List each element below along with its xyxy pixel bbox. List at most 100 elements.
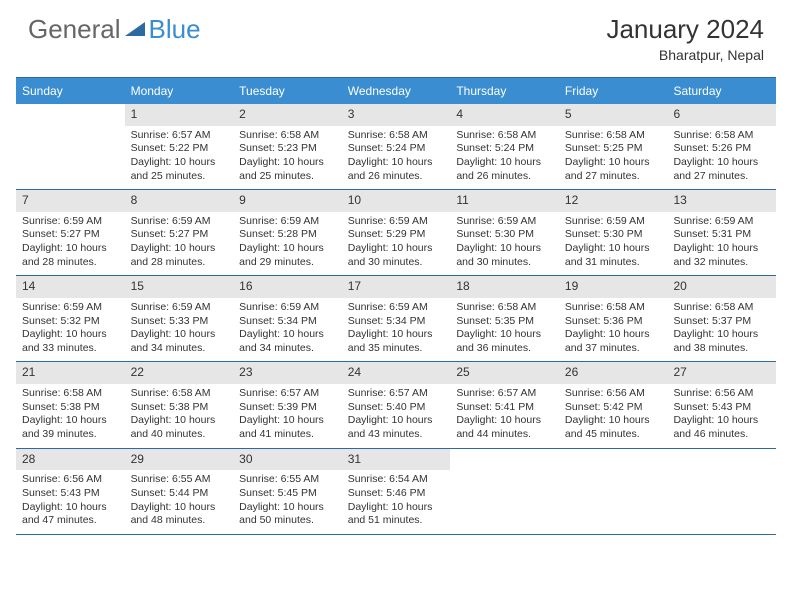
- sunrise-line: Sunrise: 6:58 AM: [673, 301, 770, 315]
- day-cell: 3Sunrise: 6:58 AMSunset: 5:24 PMDaylight…: [342, 104, 451, 189]
- sunset-line: Sunset: 5:25 PM: [565, 142, 662, 156]
- day-number: 8: [125, 190, 234, 212]
- sunset-line: Sunset: 5:34 PM: [348, 315, 445, 329]
- sunset-line: Sunset: 5:33 PM: [131, 315, 228, 329]
- sunrise-line: Sunrise: 6:59 AM: [22, 301, 119, 315]
- day-number: 22: [125, 362, 234, 384]
- sunrise-line: Sunrise: 6:56 AM: [673, 387, 770, 401]
- daylight-line: Daylight: 10 hours and 43 minutes.: [348, 414, 445, 441]
- day-number: 6: [667, 104, 776, 126]
- day-cell: 7Sunrise: 6:59 AMSunset: 5:27 PMDaylight…: [16, 190, 125, 275]
- day-number: 2: [233, 104, 342, 126]
- day-header-row: Sunday Monday Tuesday Wednesday Thursday…: [16, 78, 776, 104]
- daylight-line: Daylight: 10 hours and 50 minutes.: [239, 501, 336, 528]
- day-cell: 5Sunrise: 6:58 AMSunset: 5:25 PMDaylight…: [559, 104, 668, 189]
- day-number: 15: [125, 276, 234, 298]
- day-number: 17: [342, 276, 451, 298]
- daylight-line: Daylight: 10 hours and 41 minutes.: [239, 414, 336, 441]
- daylight-line: Daylight: 10 hours and 26 minutes.: [456, 156, 553, 183]
- sunset-line: Sunset: 5:34 PM: [239, 315, 336, 329]
- day-number: 19: [559, 276, 668, 298]
- daylight-line: Daylight: 10 hours and 47 minutes.: [22, 501, 119, 528]
- sunrise-line: Sunrise: 6:58 AM: [22, 387, 119, 401]
- day-number: 18: [450, 276, 559, 298]
- sunset-line: Sunset: 5:39 PM: [239, 401, 336, 415]
- location: Bharatpur, Nepal: [606, 47, 764, 63]
- sunset-line: Sunset: 5:43 PM: [673, 401, 770, 415]
- daylight-line: Daylight: 10 hours and 25 minutes.: [239, 156, 336, 183]
- daylight-line: Daylight: 10 hours and 39 minutes.: [22, 414, 119, 441]
- sunset-line: Sunset: 5:23 PM: [239, 142, 336, 156]
- daylight-line: Daylight: 10 hours and 30 minutes.: [456, 242, 553, 269]
- daylight-line: Daylight: 10 hours and 34 minutes.: [131, 328, 228, 355]
- day-number: 1: [125, 104, 234, 126]
- day-cell: 31Sunrise: 6:54 AMSunset: 5:46 PMDayligh…: [342, 449, 451, 534]
- day-number: 13: [667, 190, 776, 212]
- logo-text-right: Blue: [149, 14, 201, 45]
- sunrise-line: Sunrise: 6:59 AM: [348, 215, 445, 229]
- sunrise-line: Sunrise: 6:59 AM: [239, 215, 336, 229]
- sunset-line: Sunset: 5:42 PM: [565, 401, 662, 415]
- day-cell: 28Sunrise: 6:56 AMSunset: 5:43 PMDayligh…: [16, 449, 125, 534]
- daylight-line: Daylight: 10 hours and 36 minutes.: [456, 328, 553, 355]
- day-cell: 25Sunrise: 6:57 AMSunset: 5:41 PMDayligh…: [450, 362, 559, 447]
- day-cell: 18Sunrise: 6:58 AMSunset: 5:35 PMDayligh…: [450, 276, 559, 361]
- sunrise-line: Sunrise: 6:59 AM: [239, 301, 336, 315]
- day-cell: 30Sunrise: 6:55 AMSunset: 5:45 PMDayligh…: [233, 449, 342, 534]
- sunset-line: Sunset: 5:38 PM: [131, 401, 228, 415]
- sunset-line: Sunset: 5:35 PM: [456, 315, 553, 329]
- day-cell: 14 Sunrise: 6:59 AMSunset: 5:32 PMDayligh…: [16, 276, 125, 361]
- sunrise-line: Sunrise: 6:58 AM: [456, 129, 553, 143]
- day-cell: 21Sunrise: 6:58 AMSunset: 5:38 PMDayligh…: [16, 362, 125, 447]
- day-number: 24: [342, 362, 451, 384]
- day-header: Saturday: [667, 78, 776, 104]
- day-number: 26: [559, 362, 668, 384]
- sunrise-line: Sunrise: 6:58 AM: [565, 129, 662, 143]
- day-number: 14: [16, 276, 125, 298]
- sunrise-line: Sunrise: 6:58 AM: [131, 387, 228, 401]
- empty-cell: 0: [667, 449, 776, 534]
- day-cell: 9Sunrise: 6:59 AMSunset: 5:28 PMDaylight…: [233, 190, 342, 275]
- day-number: 29: [125, 449, 234, 471]
- day-number: 20: [667, 276, 776, 298]
- day-cell: 11Sunrise: 6:59 AMSunset: 5:30 PMDayligh…: [450, 190, 559, 275]
- daylight-line: Daylight: 10 hours and 46 minutes.: [673, 414, 770, 441]
- sunset-line: Sunset: 5:22 PM: [131, 142, 228, 156]
- sunset-line: Sunset: 5:32 PM: [22, 315, 119, 329]
- sunset-line: Sunset: 5:37 PM: [673, 315, 770, 329]
- page-title: January 2024: [606, 14, 764, 45]
- sunrise-line: Sunrise: 6:59 AM: [131, 215, 228, 229]
- empty-cell: 0: [450, 449, 559, 534]
- daylight-line: Daylight: 10 hours and 44 minutes.: [456, 414, 553, 441]
- day-cell: 19Sunrise: 6:58 AMSunset: 5:36 PMDayligh…: [559, 276, 668, 361]
- day-number: 3: [342, 104, 451, 126]
- sunset-line: Sunset: 5:36 PM: [565, 315, 662, 329]
- day-number: 28: [16, 449, 125, 471]
- day-number: 9: [233, 190, 342, 212]
- day-cell: 4Sunrise: 6:58 AMSunset: 5:24 PMDaylight…: [450, 104, 559, 189]
- week-row: 14Sunrise: 6:59 AMSunset: 5:32 PMDayligh…: [16, 276, 776, 362]
- day-cell: 23Sunrise: 6:57 AMSunset: 5:39 PMDayligh…: [233, 362, 342, 447]
- sunset-line: Sunset: 5:27 PM: [131, 228, 228, 242]
- sunset-line: Sunset: 5:41 PM: [456, 401, 553, 415]
- daylight-line: Daylight: 10 hours and 34 minutes.: [239, 328, 336, 355]
- sunset-line: Sunset: 5:38 PM: [22, 401, 119, 415]
- daylight-line: Daylight: 10 hours and 51 minutes.: [348, 501, 445, 528]
- daylight-line: Daylight: 10 hours and 33 minutes.: [22, 328, 119, 355]
- week-row: 01Sunrise: 6:57 AMSunset: 5:22 PMDayligh…: [16, 104, 776, 190]
- daylight-line: Daylight: 10 hours and 48 minutes.: [131, 501, 228, 528]
- day-number: 7: [16, 190, 125, 212]
- day-cell: 29Sunrise: 6:55 AMSunset: 5:44 PMDayligh…: [125, 449, 234, 534]
- sunset-line: Sunset: 5:26 PM: [673, 142, 770, 156]
- day-cell: 1Sunrise: 6:57 AMSunset: 5:22 PMDaylight…: [125, 104, 234, 189]
- sunrise-line: Sunrise: 6:54 AM: [348, 473, 445, 487]
- day-cell: 24Sunrise: 6:57 AMSunset: 5:40 PMDayligh…: [342, 362, 451, 447]
- day-cell: 22Sunrise: 6:58 AMSunset: 5:38 PMDayligh…: [125, 362, 234, 447]
- empty-cell: 0: [559, 449, 668, 534]
- sunrise-line: Sunrise: 6:55 AM: [239, 473, 336, 487]
- day-cell: 6Sunrise: 6:58 AMSunset: 5:26 PMDaylight…: [667, 104, 776, 189]
- header: General Blue January 2024 Bharatpur, Nep…: [0, 0, 792, 71]
- day-cell: 8Sunrise: 6:59 AMSunset: 5:27 PMDaylight…: [125, 190, 234, 275]
- sunset-line: Sunset: 5:46 PM: [348, 487, 445, 501]
- day-number: 16: [233, 276, 342, 298]
